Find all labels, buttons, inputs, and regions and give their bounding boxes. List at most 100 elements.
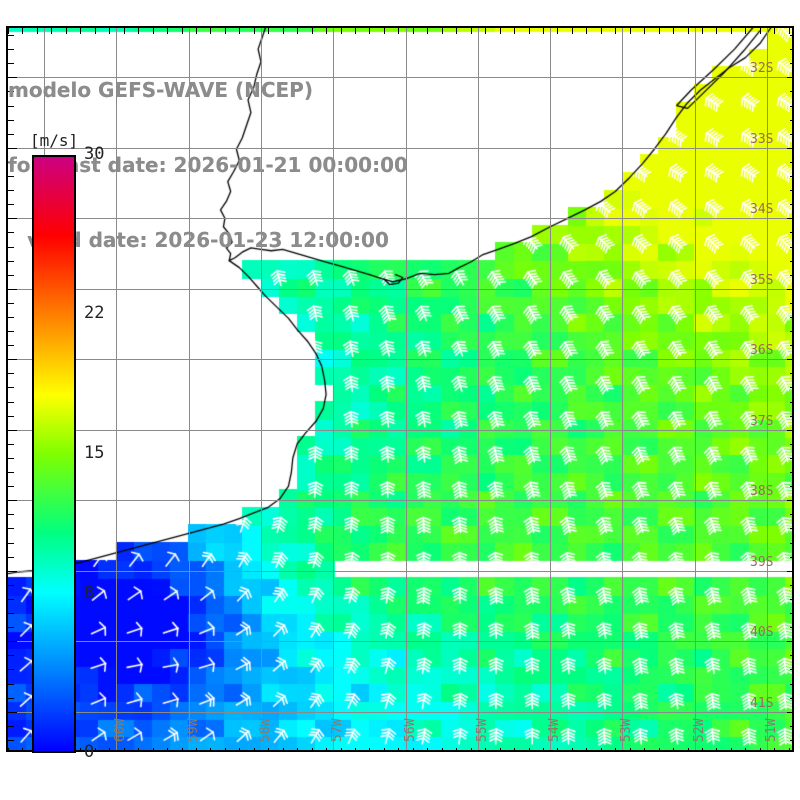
tick-x (167, 748, 168, 750)
tick-y (790, 35, 792, 36)
tick-y (790, 317, 792, 318)
tick-x (254, 28, 255, 34)
tick-x (369, 748, 370, 750)
tick-y (8, 627, 14, 628)
tick-y (8, 148, 17, 149)
tick-x (760, 748, 761, 750)
lon-label-55W: 55W (474, 718, 490, 742)
tick-x (716, 28, 717, 34)
tick-x (37, 28, 38, 34)
gridline-lat-38S (8, 500, 792, 501)
tick-y (790, 387, 792, 388)
tick-y (8, 303, 14, 304)
tick-x (80, 28, 81, 34)
lon-label-57W: 57W (330, 718, 346, 742)
tick-x (543, 748, 544, 750)
tick-x (210, 28, 211, 34)
tick-x (398, 28, 399, 34)
tick-x (355, 748, 356, 750)
lat-label-33S: 33S (750, 131, 774, 147)
lat-label-38S: 38S (750, 484, 774, 500)
tick-y (790, 458, 792, 459)
lon-label-60W: 60W (113, 718, 129, 742)
gridline-lon-58W (261, 28, 262, 750)
tick-y (8, 289, 17, 290)
tick-x (688, 28, 689, 34)
tick-x (456, 748, 457, 750)
tick-x (95, 28, 96, 34)
tick-x (427, 748, 428, 750)
tick-y (790, 740, 792, 741)
tick-y (787, 218, 792, 219)
tick-x (210, 748, 211, 750)
tick-x (659, 28, 660, 34)
tick-x (500, 748, 501, 750)
tick-y (8, 500, 17, 501)
gridline-lat-39S (8, 571, 792, 572)
tick-y (8, 106, 14, 107)
tick-x (572, 28, 573, 34)
tick-y (8, 472, 14, 473)
tick-x (355, 28, 356, 34)
tick-x (601, 28, 602, 34)
tick-x (731, 748, 732, 750)
tick-x (529, 748, 530, 750)
tick-y (8, 712, 17, 713)
colorbar-tick-8: 8 (84, 582, 95, 603)
tick-x (774, 28, 775, 34)
colorbar-tick-15: 15 (84, 443, 105, 463)
tick-y (787, 148, 792, 149)
tick-x (239, 28, 240, 34)
tick-x (413, 28, 414, 34)
tick-x (398, 748, 399, 750)
colorbar-gradient (34, 157, 74, 751)
tick-x (586, 28, 587, 34)
tick-y (790, 514, 792, 515)
tick-x (442, 28, 443, 34)
tick-x (745, 748, 746, 750)
tick-x (789, 28, 790, 34)
tick-y (787, 641, 792, 642)
tick-x (514, 28, 515, 34)
gridline-lat-35S (8, 289, 792, 290)
tick-y (8, 359, 17, 360)
tick-y (790, 134, 792, 135)
tick-y (8, 204, 14, 205)
tick-y (8, 134, 14, 135)
tick-x (514, 748, 515, 750)
tick-y (8, 49, 14, 50)
tick-x (8, 748, 9, 750)
tick-x (413, 748, 414, 750)
tick-x (225, 748, 226, 750)
tick-y (790, 106, 792, 107)
tick-x (109, 28, 110, 34)
tick-x (22, 748, 23, 750)
tick-y (790, 684, 792, 685)
tick-y (8, 740, 14, 741)
tick-y (8, 698, 14, 699)
tick-x (789, 748, 790, 750)
tick-y (787, 289, 792, 290)
tick-x (760, 28, 761, 34)
gridline-lat-33S (8, 148, 792, 149)
tick-y (8, 232, 14, 233)
tick-y (790, 627, 792, 628)
tick-y (790, 204, 792, 205)
tick-y (787, 359, 792, 360)
tick-y (787, 430, 792, 431)
tick-x (369, 28, 370, 34)
tick-y (790, 528, 792, 529)
tick-y (790, 190, 792, 191)
tick-x (297, 748, 298, 750)
tick-x (341, 28, 342, 34)
tick-x (8, 28, 9, 34)
gridline-lon-60W (116, 28, 117, 750)
tick-y (8, 176, 14, 177)
tick-x (66, 28, 67, 34)
tick-y (8, 387, 14, 388)
tick-x (239, 748, 240, 750)
lat-label-39S: 39S (750, 554, 774, 570)
lat-label-34S: 34S (750, 202, 774, 218)
tick-x (326, 748, 327, 750)
lon-label-52W: 52W (691, 718, 707, 742)
